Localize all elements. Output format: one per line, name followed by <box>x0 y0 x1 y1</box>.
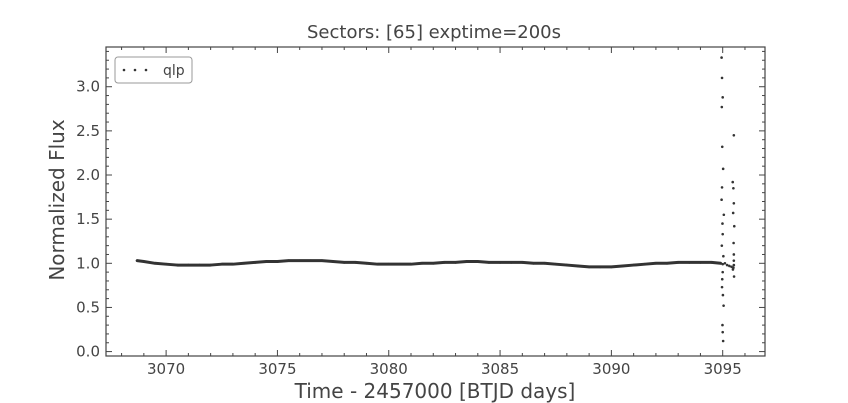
data-point <box>732 253 736 256</box>
data-point <box>732 201 736 205</box>
data-point <box>721 96 724 99</box>
data-point <box>720 244 724 247</box>
y-tick-label: 2.0 <box>76 166 100 184</box>
x-tick-label: 3095 <box>704 360 742 378</box>
points-layer <box>135 56 736 343</box>
legend-marker <box>122 68 126 72</box>
data-point <box>721 167 725 171</box>
y-axis-label: Normalized Flux <box>45 119 69 281</box>
data-point <box>720 277 724 281</box>
x-tick-label: 3090 <box>592 360 630 378</box>
data-point <box>721 262 724 266</box>
x-tick-label: 3080 <box>370 360 408 378</box>
data-point <box>732 263 736 267</box>
ticks-layer: 3070 3075 3080 3085 3090 3095 0.0 0.5 1.0 1.5 2.0 2… <box>76 47 765 378</box>
data-point <box>720 198 723 202</box>
data-point <box>721 270 724 274</box>
chart-title: Sectors: [65] exptime=200s <box>306 22 562 43</box>
data-point <box>732 241 735 245</box>
data-point <box>728 264 731 268</box>
data-point <box>725 263 729 267</box>
legend-marker <box>133 68 137 72</box>
legend-box <box>114 56 193 84</box>
data-point <box>722 304 725 307</box>
data-point <box>722 254 725 258</box>
data-point <box>731 180 735 184</box>
data-point <box>732 224 736 228</box>
y-tick-label: 1.0 <box>76 254 100 272</box>
data-point <box>721 323 724 327</box>
legend: qlp <box>114 56 193 84</box>
y-tick-label: 0.5 <box>76 298 100 316</box>
x-tick-label: 3070 <box>147 360 185 378</box>
y-tick-label: 2.5 <box>76 122 100 140</box>
data-point <box>732 186 735 190</box>
x-tick-label: 3085 <box>481 360 519 378</box>
data-point <box>731 211 735 215</box>
data-point <box>721 222 724 225</box>
y-tick-label: 3.0 <box>76 78 100 96</box>
x-tick-label: 3075 <box>258 360 296 378</box>
data-point <box>732 275 736 278</box>
y-tick-label: 1.5 <box>76 210 100 228</box>
data-point <box>722 213 726 217</box>
data-point <box>720 105 724 109</box>
data-point <box>721 293 725 297</box>
data-point <box>721 339 725 343</box>
data-point <box>720 186 724 189</box>
data-point-band <box>135 259 722 269</box>
y-tick-label: 0.0 <box>76 343 100 361</box>
plot-frame <box>105 46 766 357</box>
x-axis-label: Time - 2457000 [BTJD days] <box>294 379 576 403</box>
data-point <box>732 259 736 262</box>
data-point <box>721 330 724 334</box>
data-point <box>720 285 724 289</box>
data-point <box>720 145 724 149</box>
data-point <box>720 76 724 80</box>
data-point <box>721 232 724 236</box>
legend-label: qlp <box>163 63 185 79</box>
data-point <box>720 56 723 59</box>
data-point <box>723 262 727 265</box>
legend-marker <box>144 68 148 72</box>
data-point <box>732 133 736 137</box>
data-point <box>732 266 735 270</box>
